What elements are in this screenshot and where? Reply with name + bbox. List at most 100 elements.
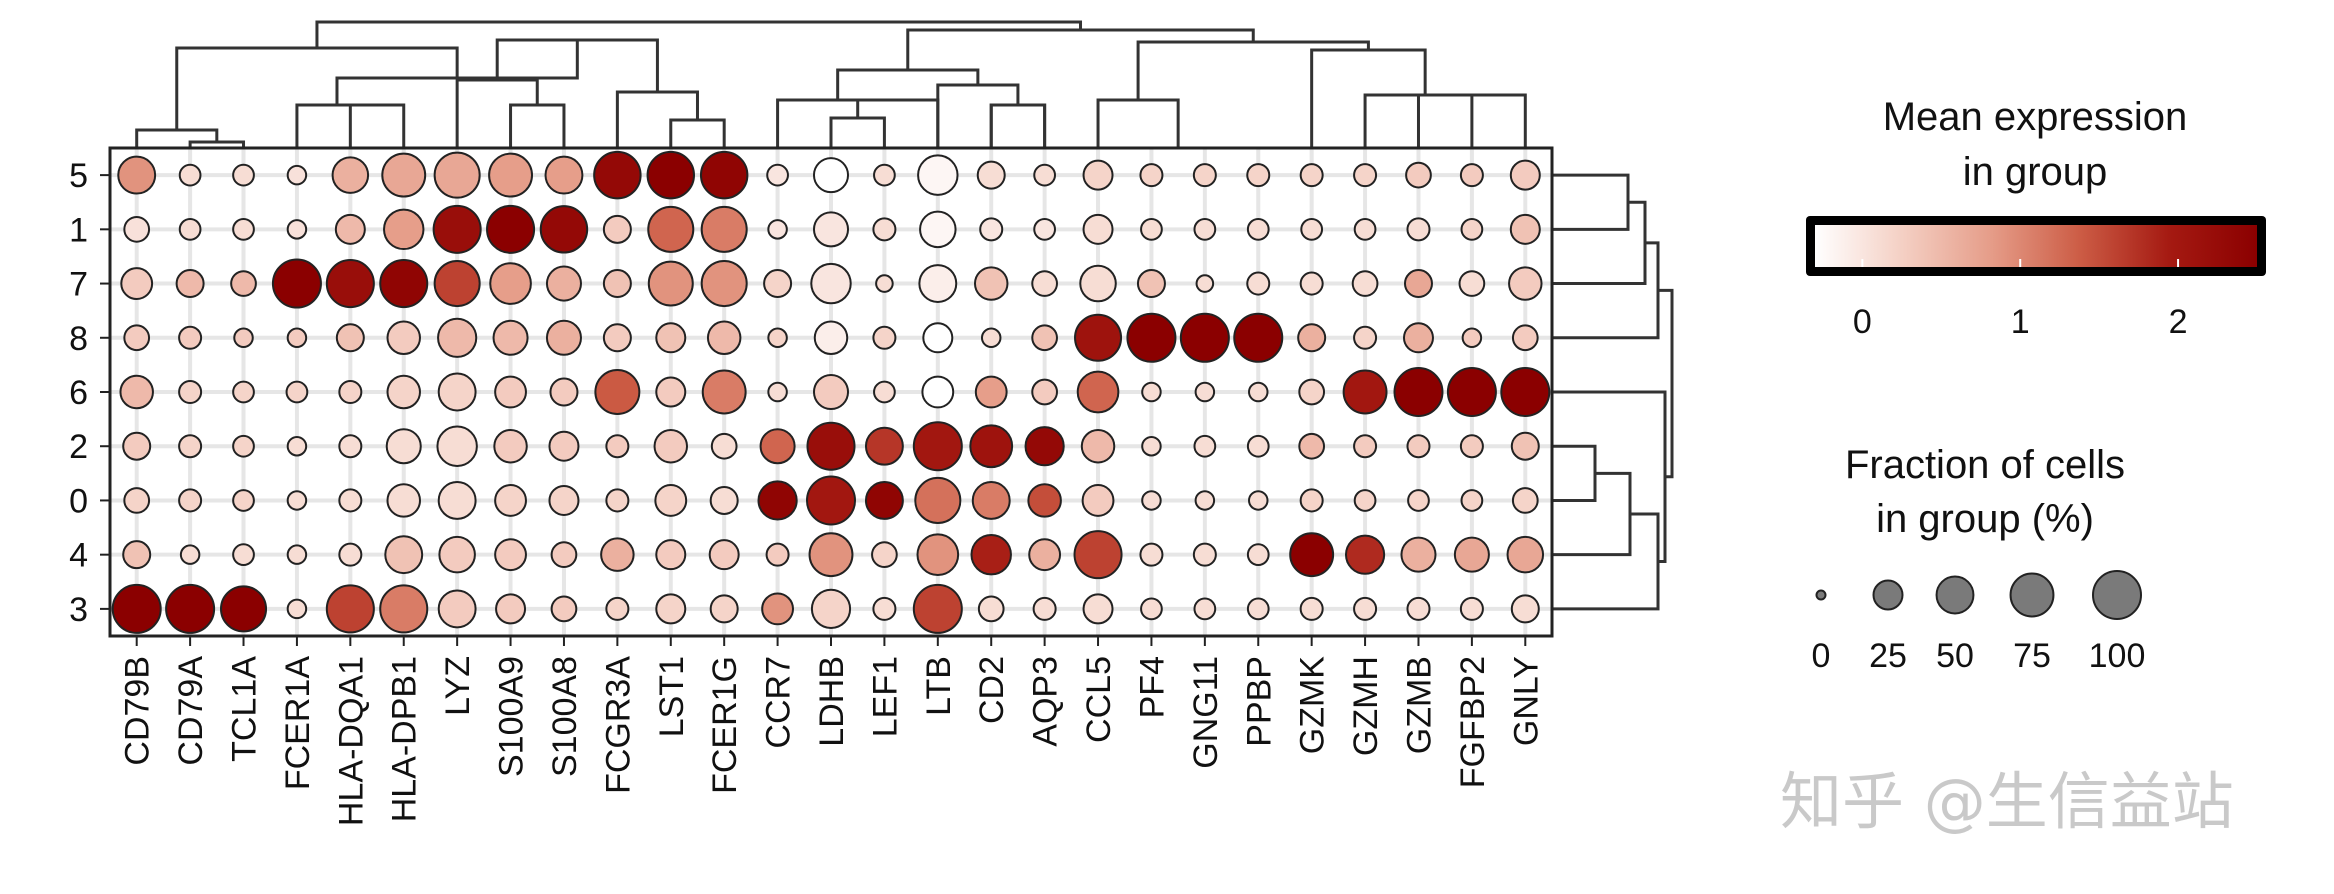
dot-FCER1G-group-2 bbox=[710, 432, 738, 460]
dot-CD79A-group-1 bbox=[178, 217, 202, 241]
dot-FCGR3A-group-6 bbox=[594, 369, 641, 415]
dot-GNLY-group-8 bbox=[1511, 324, 1539, 352]
dot-CD79A-group-0 bbox=[178, 488, 203, 513]
dot-PPBP-group-7 bbox=[1246, 271, 1271, 296]
dot-CD79A-group-5 bbox=[178, 163, 202, 187]
x-tick-label: LEF1 bbox=[866, 656, 904, 737]
dot-PPBP-group-3 bbox=[1246, 597, 1270, 621]
y-tick-label: 2 bbox=[69, 428, 88, 466]
dot-TCL1A-group-1 bbox=[232, 217, 255, 241]
dot-FCGR3A-group-3 bbox=[605, 596, 630, 621]
dot-S100A8-group-3 bbox=[550, 595, 578, 623]
dot-LYZ-group-6 bbox=[437, 372, 477, 412]
dot-FGFBP2-group-4 bbox=[1453, 536, 1490, 573]
dot-AQP3-group-5 bbox=[1033, 163, 1056, 187]
dot-LST1-group-4 bbox=[655, 539, 687, 571]
dot-LTB-group-0 bbox=[914, 476, 962, 524]
dot-HLA-DPB1-group-1 bbox=[383, 208, 425, 251]
dot-S100A8-group-5 bbox=[544, 155, 584, 195]
dot-HLA-DPB1-group-0 bbox=[386, 483, 421, 518]
dot-GNLY-group-7 bbox=[1508, 266, 1543, 301]
dot-HLA-DPB1-group-7 bbox=[379, 259, 429, 309]
dot-AQP3-group-7 bbox=[1031, 270, 1058, 297]
dot-S100A8-group-0 bbox=[548, 484, 580, 516]
dendrogram-branch bbox=[936, 83, 1020, 148]
dot-GNG11-group-6 bbox=[1194, 381, 1216, 403]
dendrogram-branch bbox=[175, 46, 459, 130]
dot-HLA-DPB1-group-3 bbox=[379, 584, 429, 634]
dot-CCR7-group-7 bbox=[763, 269, 793, 299]
dot-GZMB-group-8 bbox=[1402, 322, 1434, 354]
dot-FCER1G-group-1 bbox=[700, 205, 748, 253]
y-tick-labels: 5 1 7 8 6 2 0 4 3 bbox=[69, 157, 110, 629]
dot-GNLY-group-4 bbox=[1506, 535, 1545, 574]
x-tick-label: CCR7 bbox=[760, 656, 798, 749]
dot-CD2-group-6 bbox=[974, 375, 1008, 409]
dot-PF4-group-5 bbox=[1139, 163, 1164, 188]
dot-CCL5-group-0 bbox=[1081, 484, 1115, 517]
dot-GZMK-group-4 bbox=[1289, 532, 1335, 578]
dot-GNG11-group-1 bbox=[1193, 217, 1217, 241]
dendrogram-branch bbox=[509, 103, 566, 148]
dot-HLA-DQA1-group-2 bbox=[338, 434, 363, 459]
dot-CCR7-group-8 bbox=[767, 327, 788, 349]
dot-LST1-group-1 bbox=[647, 205, 695, 253]
dot-HLA-DPB1-group-2 bbox=[385, 428, 422, 465]
dot-GNG11-group-4 bbox=[1192, 542, 1217, 567]
dot-LYZ-group-7 bbox=[433, 260, 481, 308]
dot-CCL5-group-7 bbox=[1079, 264, 1117, 303]
dot-LST1-group-3 bbox=[655, 593, 687, 625]
dot-LEF1-group-6 bbox=[873, 380, 896, 404]
dot-LTB-group-6 bbox=[921, 375, 955, 409]
dot-FCER1A-group-1 bbox=[286, 219, 308, 240]
dot-S100A9-group-4 bbox=[494, 538, 527, 572]
dot-CD79B-group-1 bbox=[123, 215, 151, 243]
size-legend-dot bbox=[1935, 575, 1975, 615]
dot-S100A9-group-5 bbox=[488, 152, 534, 198]
dot-CCR7-group-3 bbox=[761, 592, 795, 626]
dot-GZMK-group-8 bbox=[1297, 323, 1327, 353]
dot-TCL1A-group-0 bbox=[232, 489, 255, 512]
dot-FCER1A-group-7 bbox=[271, 258, 322, 309]
plot-panel bbox=[108, 146, 1554, 638]
gene-dendrogram bbox=[135, 20, 1527, 150]
dot-AQP3-group-4 bbox=[1028, 538, 1062, 572]
size-legend-title-line1: Fraction of cells bbox=[1845, 443, 2125, 487]
size-legend: Fraction of cells in group (%) 0 25 50 75 10… bbox=[1812, 443, 2146, 675]
x-tick-label: S100A8 bbox=[546, 656, 584, 777]
dendrogram-branch bbox=[989, 103, 1047, 148]
dot-CD79A-group-7 bbox=[175, 269, 205, 299]
dot-FCER1A-group-4 bbox=[286, 544, 308, 565]
dot-LEF1-group-4 bbox=[871, 541, 898, 569]
dot-LDHB-group-6 bbox=[812, 373, 850, 411]
dot-LYZ-group-3 bbox=[437, 589, 477, 629]
dot-LTB-group-7 bbox=[918, 264, 958, 303]
dot-CCR7-group-6 bbox=[767, 381, 788, 403]
watermark: 知乎 @生信益站 bbox=[1780, 765, 2234, 838]
x-tick-label: HLA-DPB1 bbox=[386, 656, 424, 822]
dot-GZMK-group-5 bbox=[1299, 163, 1324, 188]
dot-GZMB-group-4 bbox=[1400, 536, 1437, 573]
size-legend-label: 50 bbox=[1936, 637, 1974, 675]
dot-CCL5-group-8 bbox=[1074, 313, 1123, 362]
dot-FCER1G-group-7 bbox=[700, 260, 748, 308]
dot-LEF1-group-7 bbox=[875, 274, 894, 293]
dot-LTB-group-8 bbox=[922, 322, 954, 354]
dendrogram-branch bbox=[1552, 512, 1660, 611]
dot-FGFBP2-group-5 bbox=[1459, 163, 1484, 188]
dot-LTB-group-1 bbox=[919, 210, 957, 249]
dot-LTB-group-5 bbox=[917, 154, 959, 196]
dot-HLA-DQA1-group-8 bbox=[335, 323, 365, 353]
dot-GZMB-group-3 bbox=[1406, 596, 1431, 621]
dot-S100A9-group-2 bbox=[493, 428, 528, 464]
dot-LST1-group-8 bbox=[655, 322, 687, 354]
dot-FCGR3A-group-2 bbox=[605, 434, 630, 459]
dendrogram-branch bbox=[829, 116, 886, 148]
dot-LEF1-group-8 bbox=[872, 325, 897, 350]
dot-GNLY-group-0 bbox=[1511, 487, 1539, 514]
dot-CD79A-group-6 bbox=[178, 379, 203, 405]
dot-CD79B-group-5 bbox=[117, 155, 157, 195]
x-tick-label: LST1 bbox=[653, 656, 691, 737]
dot-FCGR3A-group-7 bbox=[602, 269, 632, 299]
dot-TCL1A-group-2 bbox=[232, 434, 255, 458]
